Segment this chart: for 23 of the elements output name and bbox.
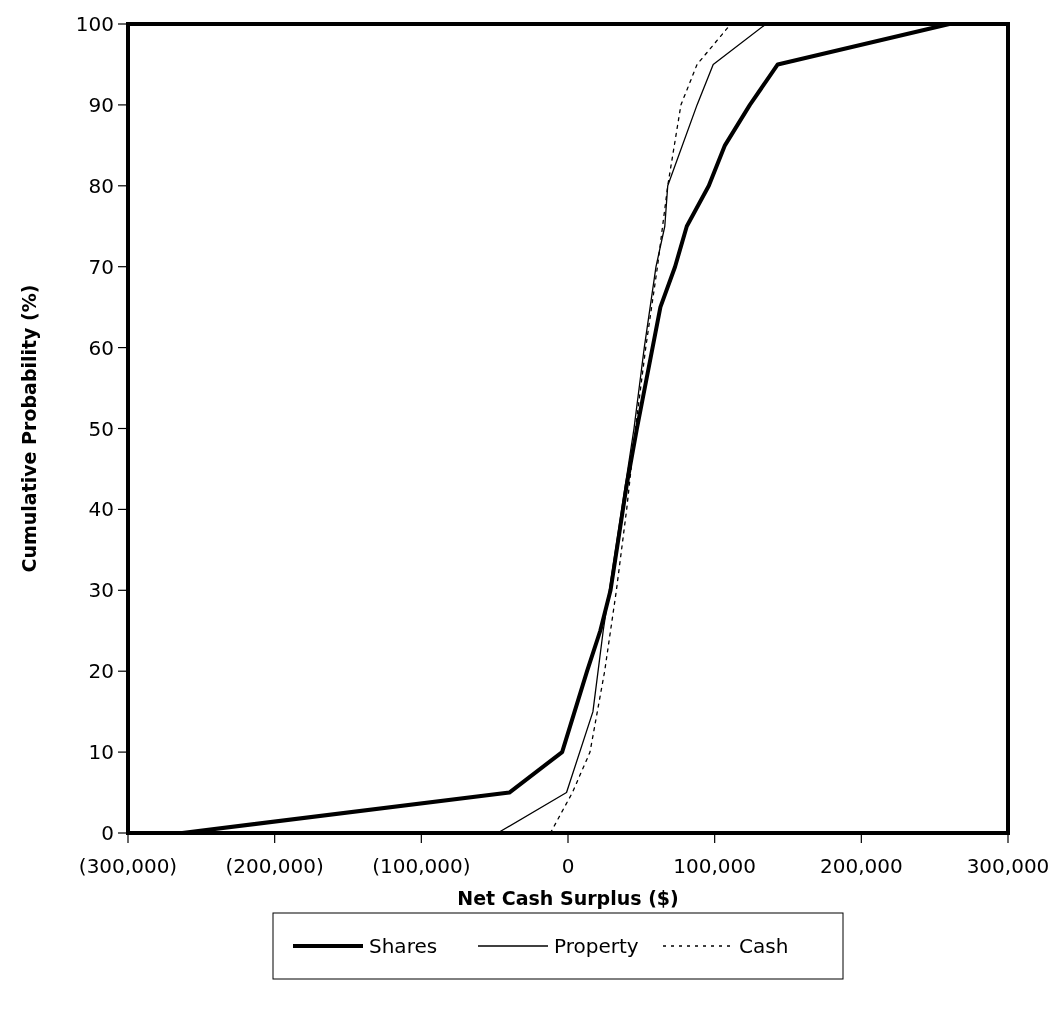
y-tick-label: 90 — [88, 92, 114, 117]
y-tick-label: 60 — [88, 335, 114, 360]
legend-label: Cash — [739, 934, 789, 958]
x-tick-label: 200,000 — [819, 854, 903, 878]
y-tick-label: 100 — [75, 12, 114, 36]
y-tick-label: 70 — [88, 254, 114, 279]
y-tick-label: 10 — [88, 740, 114, 765]
y-axis-title: Cumulative Probability (%) — [18, 284, 40, 573]
legend-label: Shares — [369, 934, 438, 958]
x-tick-label: 100,000 — [673, 854, 757, 878]
y-tick-label: 50 — [88, 416, 114, 441]
legend-label: Property — [554, 934, 639, 958]
y-tick-label: 40 — [88, 497, 114, 522]
x-tick-label: (100,000) — [372, 854, 471, 878]
y-tick-label: 80 — [88, 173, 114, 198]
x-tick-label: (200,000) — [225, 854, 324, 878]
x-tick-label: 0 — [561, 854, 575, 878]
y-tick-label: 30 — [88, 578, 114, 603]
y-tick-label: 20 — [88, 659, 114, 684]
x-tick-label: (300,000) — [78, 854, 178, 878]
x-tick-label: 300,000 — [966, 854, 1050, 878]
y-tick-label: 0 — [101, 821, 114, 845]
x-axis-title: Net Cash Surplus ($) — [457, 887, 679, 909]
